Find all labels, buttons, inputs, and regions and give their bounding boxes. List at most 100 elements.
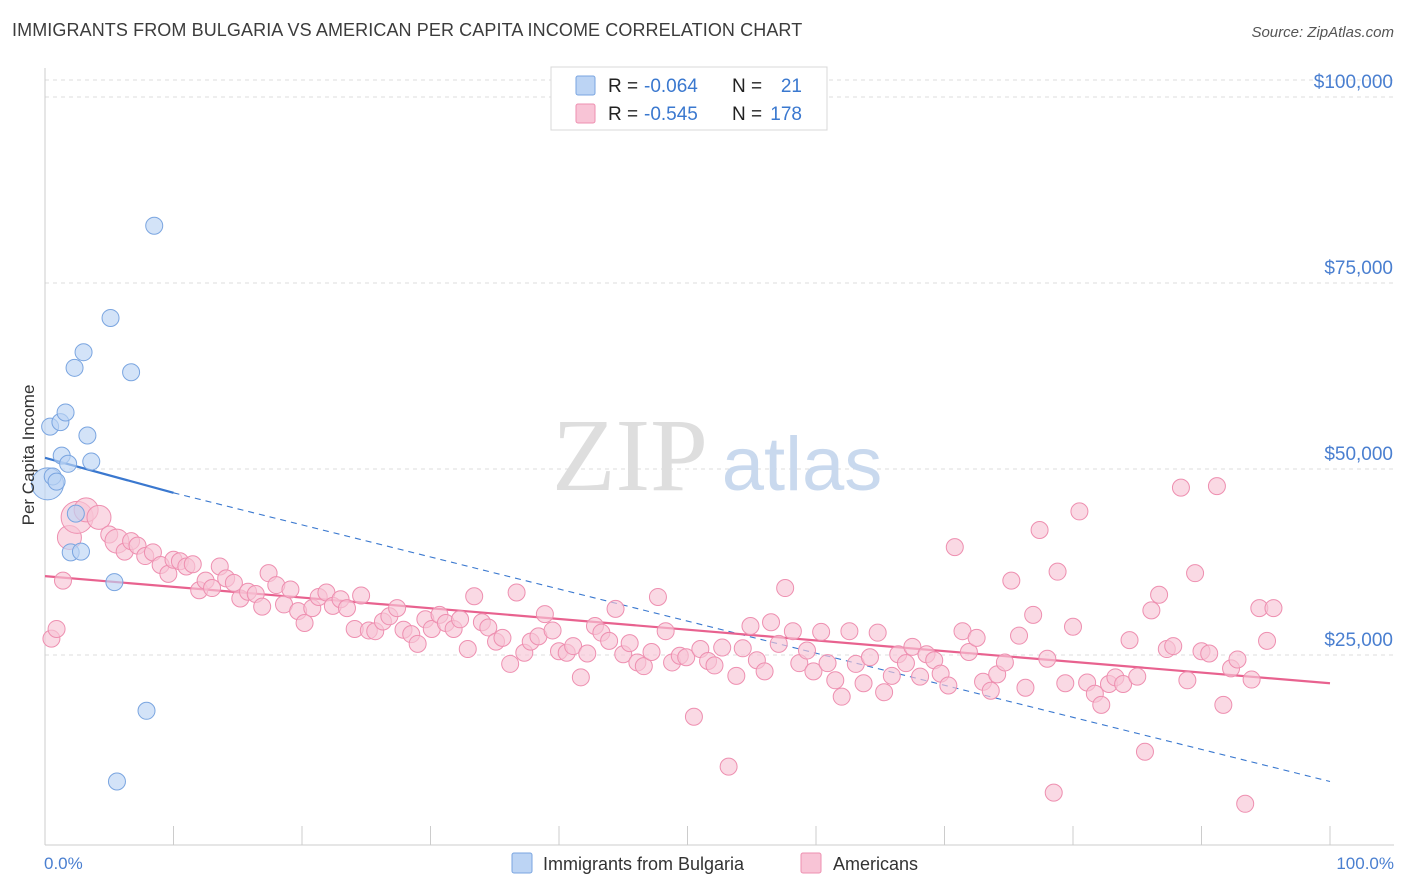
bulgaria-point <box>101 308 120 327</box>
chart-title: IMMIGRANTS FROM BULGARIA VS AMERICAN PER… <box>12 20 803 40</box>
americans-point <box>281 580 300 599</box>
bottom-legend-swatch-pink <box>800 852 822 874</box>
legend-r-value-pink: -0.545 <box>644 104 698 125</box>
americans-point <box>1150 585 1169 604</box>
americans-point <box>769 634 788 653</box>
americans-point <box>1114 675 1133 694</box>
americans-point <box>656 622 675 641</box>
bulgaria-point <box>59 454 78 473</box>
y-tick-label: $50,000 <box>1324 444 1393 465</box>
x-tick-label-left: 0.0% <box>44 854 83 873</box>
americans-point <box>995 653 1014 672</box>
americans-point <box>465 587 484 606</box>
americans-point <box>571 668 590 687</box>
americans-point <box>826 671 845 690</box>
americans-point <box>798 641 817 660</box>
americans-point <box>1207 477 1226 496</box>
americans-point <box>479 618 498 637</box>
americans-point <box>860 648 879 667</box>
bulgaria-trend-extension <box>173 492 1331 783</box>
y-tick-label: $25,000 <box>1324 630 1393 651</box>
americans-point <box>812 622 831 641</box>
watermark-atlas: atlas <box>722 422 883 507</box>
stats-legend: R = -0.064 N = 21 R = -0.545 N = 178 <box>550 66 828 131</box>
americans-point <box>47 619 66 638</box>
americans-point <box>1044 783 1063 802</box>
americans-point <box>1002 571 1021 590</box>
americans-point <box>727 666 746 685</box>
americans-point <box>705 656 724 675</box>
americans-point <box>1228 650 1247 669</box>
legend-n-value-pink: 178 <box>770 104 802 125</box>
bulgaria-point <box>74 343 93 362</box>
americans-point <box>967 628 986 647</box>
bulgaria-point <box>65 358 84 377</box>
legend-n-value-blue: 21 <box>781 76 802 97</box>
americans-point <box>1070 502 1089 521</box>
americans-point <box>719 757 738 776</box>
americans-point <box>875 683 894 702</box>
americans-point <box>543 621 562 640</box>
bottom-legend-swatch-blue <box>511 852 533 874</box>
americans-point <box>896 654 915 673</box>
americans-point <box>783 622 802 641</box>
y-axis-title: Per Capita Income <box>19 385 38 526</box>
americans-point <box>1236 794 1255 813</box>
americans-point <box>183 555 202 574</box>
americans-point <box>1010 626 1029 645</box>
bulgaria-point <box>82 452 101 471</box>
americans-point <box>564 637 583 656</box>
americans-point <box>1128 667 1147 686</box>
americans-point <box>1164 637 1183 656</box>
americans-point <box>804 662 823 681</box>
americans-point <box>1142 601 1161 620</box>
bulgaria-point <box>71 542 90 561</box>
americans-point <box>388 599 407 618</box>
americans-point <box>832 687 851 706</box>
americans-point <box>741 616 760 635</box>
americans-point <box>733 639 752 658</box>
bulgaria-points <box>31 216 164 791</box>
americans-point <box>458 640 477 659</box>
americans-point <box>493 628 512 647</box>
bulgaria-point <box>47 472 66 491</box>
americans-point <box>507 583 526 602</box>
americans-point <box>642 643 661 662</box>
americans-point <box>939 676 958 695</box>
americans-point <box>840 622 859 641</box>
bulgaria-point <box>66 504 85 523</box>
americans-point <box>578 644 597 663</box>
americans-point <box>981 681 1000 700</box>
americans-point <box>684 707 703 726</box>
americans-point <box>677 648 696 667</box>
legend-n-label-blue: N = <box>732 76 762 97</box>
legend-r-label-blue: R = <box>608 76 638 97</box>
americans-point <box>1171 478 1190 497</box>
legend-swatch-blue <box>575 75 596 96</box>
americans-point <box>1214 695 1233 714</box>
americans-point <box>408 634 427 653</box>
bulgaria-point <box>137 701 156 720</box>
americans-point <box>53 571 72 590</box>
watermark: ZIP atlas <box>552 398 882 513</box>
americans-point <box>868 623 887 642</box>
americans-points <box>42 477 1283 813</box>
americans-point <box>911 667 930 686</box>
y-tick-label: $100,000 <box>1314 72 1393 93</box>
americans-point <box>634 657 653 676</box>
americans-point <box>854 674 873 693</box>
legend-swatch-pink <box>575 103 596 124</box>
americans-point <box>713 638 732 657</box>
americans-point <box>1242 670 1261 689</box>
americans-point <box>352 586 371 605</box>
americans-point <box>1024 605 1043 624</box>
americans-point <box>762 613 781 632</box>
y-tick-label: $75,000 <box>1324 258 1393 279</box>
legend-r-value-blue: -0.064 <box>644 76 698 97</box>
x-tick-label-right: 100.0% <box>1336 854 1394 873</box>
bulgaria-point <box>56 403 75 422</box>
americans-point <box>535 605 554 624</box>
americans-point <box>1120 631 1139 650</box>
americans-point <box>648 587 667 606</box>
